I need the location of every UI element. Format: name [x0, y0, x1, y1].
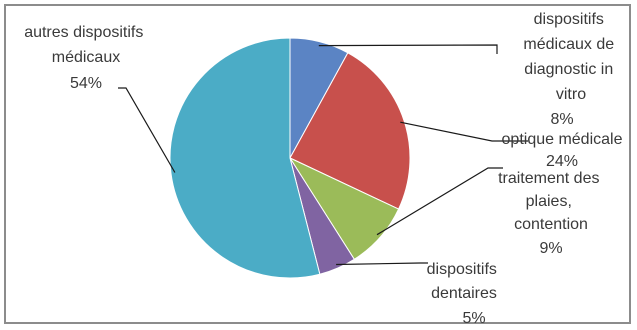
leader-line [118, 87, 176, 173]
pie-slice [289, 52, 411, 210]
slice-value-label: 9% [539, 240, 562, 257]
slice-label-name: traitement des plaies, contention [498, 170, 604, 233]
pie-slice [169, 37, 321, 279]
slice-value-label: 24% [546, 153, 578, 170]
slice-label-name: dispositifs médicaux de diagnostic in vi… [523, 11, 618, 103]
slice-label-name: optique médicale [502, 131, 623, 148]
leader-line [376, 167, 503, 236]
slice-value-label: 8% [550, 111, 573, 128]
leader-line [400, 121, 528, 142]
slice-label-name: dispositifs dentaires [427, 261, 502, 302]
leader-line [318, 44, 498, 54]
slice-value-label: 5% [462, 310, 485, 327]
leader-lines [118, 44, 528, 266]
slice-value-label: 54% [70, 75, 102, 92]
slice-label-name: autres dispositifs médicaux [24, 24, 148, 66]
pie-slices [169, 37, 411, 279]
leader-line [336, 262, 428, 266]
